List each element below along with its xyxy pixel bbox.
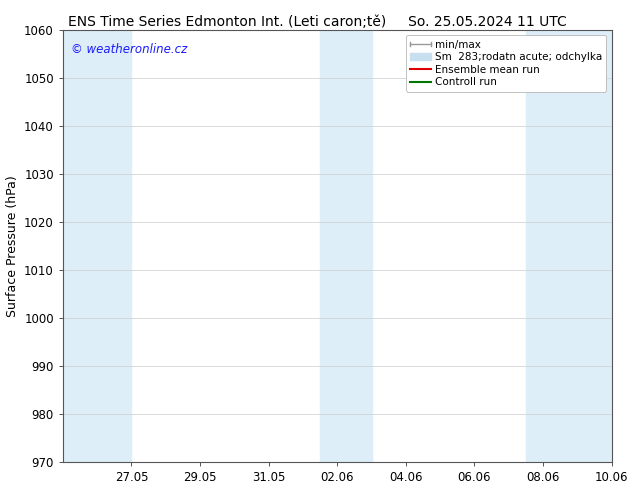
Text: ENS Time Series Edmonton Int. (Leti caron;tě)     So. 25.05.2024 11 UTC: ENS Time Series Edmonton Int. (Leti caro… (68, 15, 566, 29)
Y-axis label: Surface Pressure (hPa): Surface Pressure (hPa) (6, 175, 18, 317)
Legend: min/max, Sm  283;rodatn acute; odchylka, Ensemble mean run, Controll run: min/max, Sm 283;rodatn acute; odchylka, … (406, 35, 607, 92)
Text: © weatheronline.cz: © weatheronline.cz (71, 43, 188, 56)
Bar (320, 30, 372, 463)
Bar (526, 30, 612, 463)
Bar (63, 30, 131, 463)
